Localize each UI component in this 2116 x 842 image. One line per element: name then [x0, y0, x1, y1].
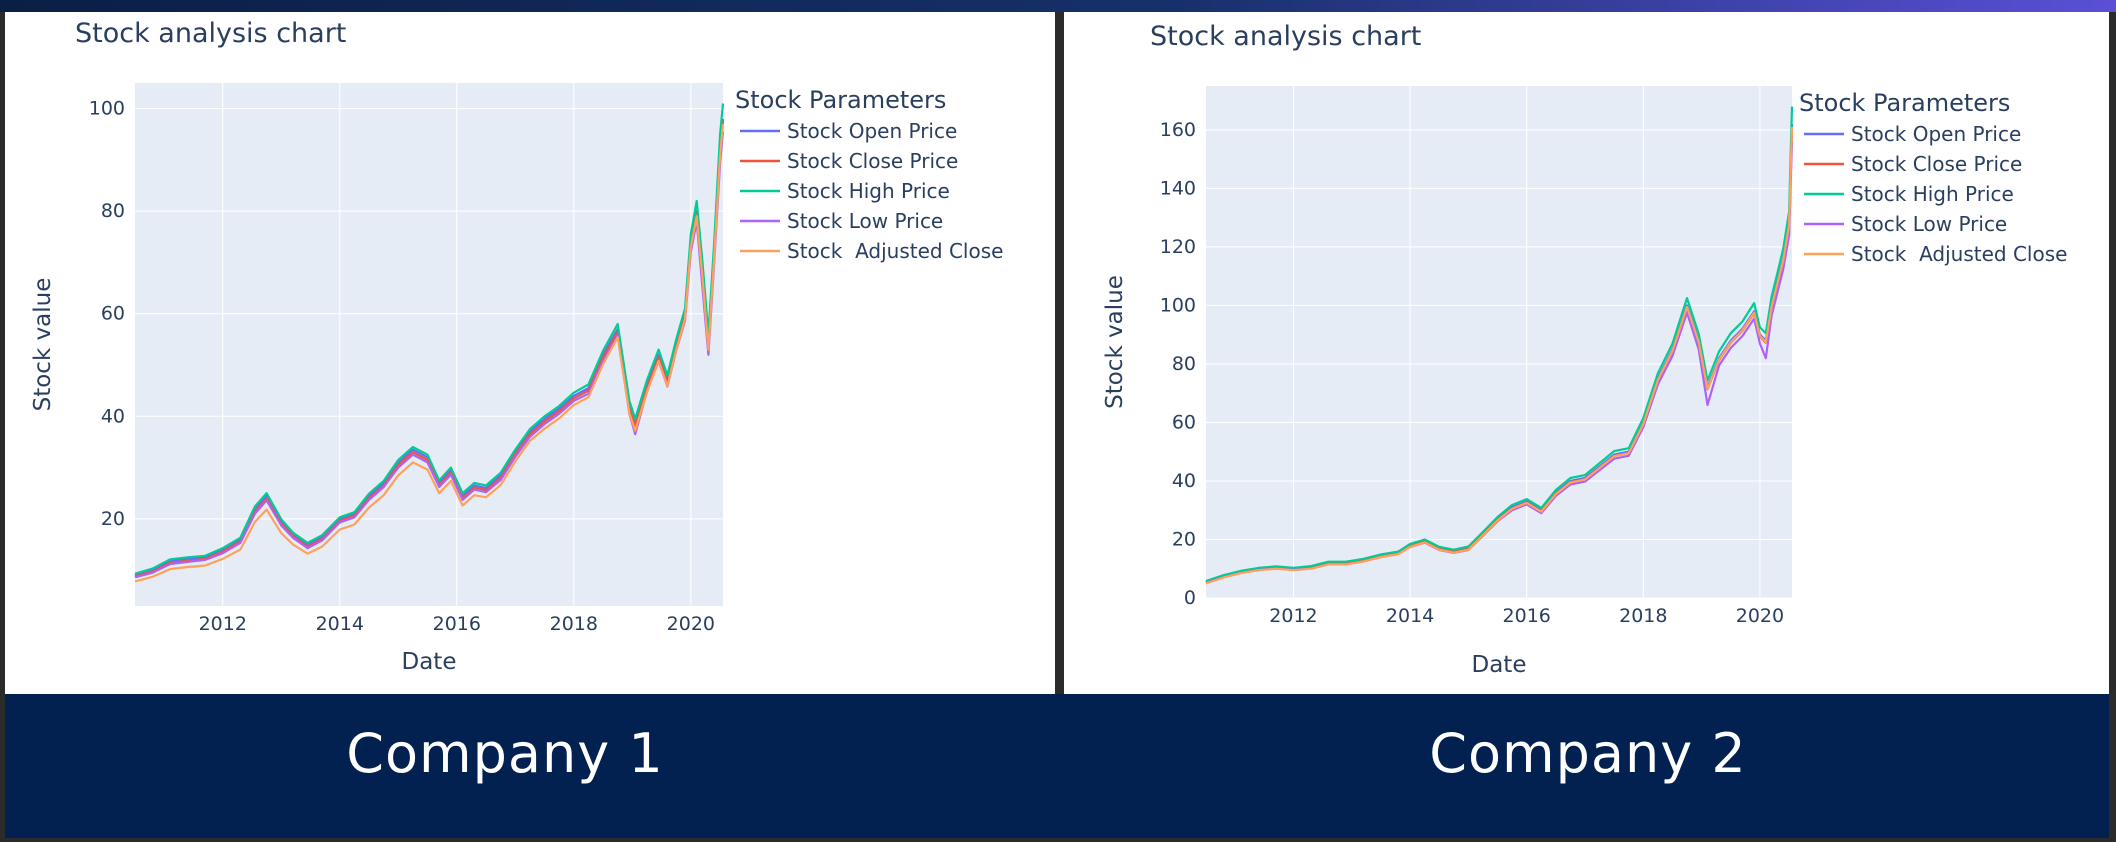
y-tick-label: 0 [1184, 587, 1196, 609]
x-tick-label: 2016 [433, 613, 481, 635]
legend-item-2: Stock Close Price [1851, 152, 2022, 176]
legend-item-4: Stock Low Price [787, 209, 943, 233]
y-tick-label: 80 [1172, 353, 1196, 375]
y-tick-label: 60 [1172, 411, 1196, 433]
x-tick-label: 2014 [316, 613, 364, 635]
chart-title: Stock analysis chart [75, 18, 346, 49]
y-axis-title: Stock value [30, 278, 56, 412]
y-axis-title: Stock value [1102, 275, 1128, 409]
legend-item-3: Stock High Price [787, 179, 950, 203]
y-tick-label: 80 [101, 200, 125, 222]
x-tick-label: 2012 [1269, 605, 1317, 627]
legend-title: Stock Parameters [735, 86, 946, 114]
legend-item-1: Stock Open Price [787, 119, 957, 143]
company-1-label: Company 1 [346, 722, 664, 785]
y-tick-label: 60 [101, 303, 125, 325]
legend-item-5: Stock Adjusted Close [787, 239, 1003, 263]
x-axis-title: Date [1472, 652, 1527, 678]
x-tick-label: 2020 [1736, 605, 1784, 627]
legend-item-5: Stock Adjusted Close [1851, 242, 2067, 266]
y-tick-label: 20 [101, 508, 125, 530]
y-tick-label: 20 [1172, 528, 1196, 550]
y-tick-label: 40 [1172, 470, 1196, 492]
series-line-5 [1205, 126, 1794, 585]
chart-panel-company-1: 2012 2014 2016 2018 2020 20 40 60 80 100 Stock ana… [5, 12, 1055, 694]
y-tick-label: 100 [1160, 294, 1196, 316]
y-tick-label: 120 [1160, 236, 1196, 258]
y-tick-label: 140 [1160, 177, 1196, 199]
x-axis-title: Date [402, 649, 457, 675]
top-accent-bar [0, 0, 2116, 12]
y-tick-label: 160 [1160, 119, 1196, 141]
legend-item-1: Stock Open Price [1851, 122, 2021, 146]
x-tick-label: 2016 [1503, 605, 1551, 627]
legend-item-4: Stock Low Price [1851, 212, 2007, 236]
stock-chart-2: 2012 2014 2016 2018 2020 0 20 40 60 80 100 120 140 16… [1102, 21, 2067, 678]
y-tick-label: 100 [89, 98, 125, 120]
legend-item-2: Stock Close Price [787, 149, 958, 173]
x-tick-label: 2018 [550, 613, 598, 635]
company-2-label: Company 2 [1429, 722, 1747, 785]
x-tick-label: 2020 [667, 613, 715, 635]
x-tick-label: 2018 [1619, 605, 1667, 627]
y-tick-label: 40 [101, 405, 125, 427]
chart-panel-company-2: 2012 2014 2016 2018 2020 0 20 40 60 80 100 120 140 16… [1064, 12, 2109, 694]
legend-item-3: Stock High Price [1851, 182, 2014, 206]
series-line-3 [134, 103, 725, 575]
legend-title: Stock Parameters [1799, 89, 2010, 117]
chart-title: Stock analysis chart [1150, 21, 1421, 52]
x-tick-label: 2012 [199, 613, 247, 635]
series-line-5 [134, 123, 725, 583]
series-line-3 [1205, 106, 1794, 583]
x-tick-label: 2014 [1386, 605, 1434, 627]
footer-banner: Company 1 Company 2 [5, 694, 2109, 838]
plot-area [1206, 86, 1792, 598]
